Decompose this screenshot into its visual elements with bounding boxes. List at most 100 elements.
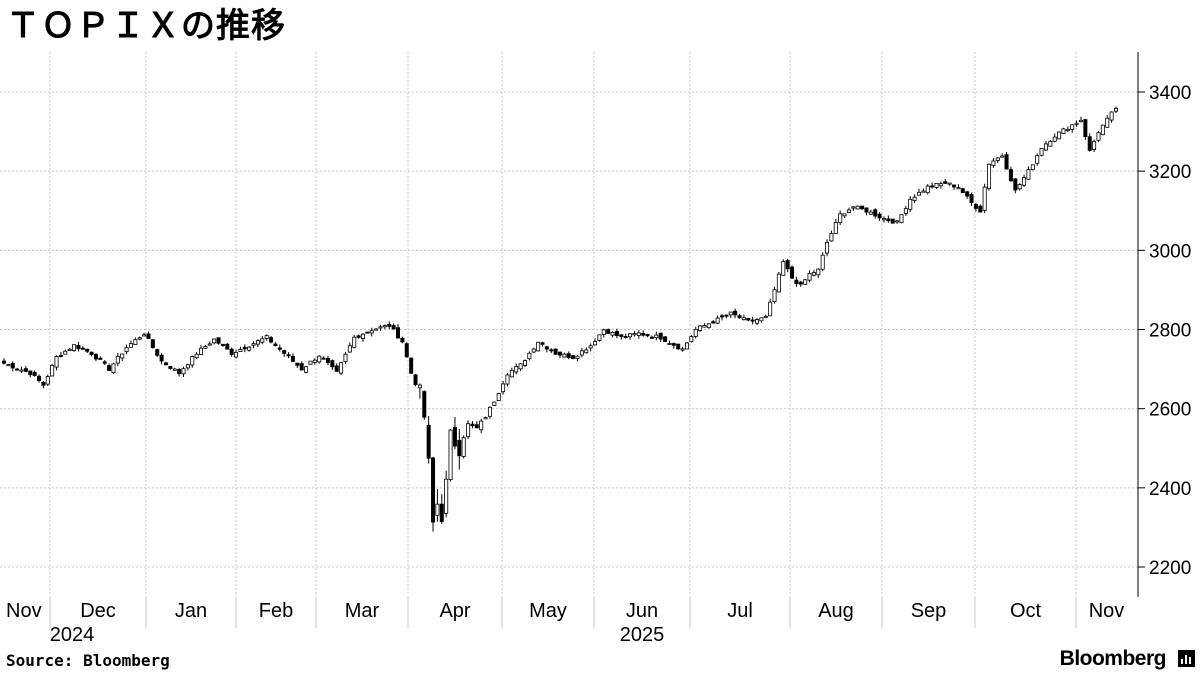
candle-body — [1022, 177, 1027, 186]
y-tick-label: 2800 — [1149, 321, 1191, 342]
candle-body — [619, 334, 624, 337]
candle-body — [1048, 140, 1053, 147]
candle-body — [146, 333, 151, 339]
candle-body — [260, 338, 265, 343]
candle-body — [855, 205, 860, 210]
candle-body — [457, 439, 462, 457]
candle-body — [912, 196, 917, 201]
candle-body — [50, 364, 55, 377]
candle-body — [142, 334, 147, 337]
candle-body — [680, 348, 685, 351]
candle-body — [947, 182, 952, 185]
candle-body — [943, 181, 948, 184]
candle-body — [413, 374, 418, 385]
candle-body — [216, 337, 221, 344]
candle-body — [1057, 131, 1062, 140]
candle-body — [347, 345, 352, 353]
candle-body — [374, 328, 379, 331]
candle-body — [903, 208, 908, 214]
candle-body — [978, 205, 983, 213]
candle-body — [829, 233, 834, 242]
candle-body — [448, 429, 453, 480]
candle-body — [965, 191, 970, 197]
candle-body — [658, 332, 663, 340]
candle-body — [614, 331, 619, 337]
candle-body — [220, 343, 225, 346]
candle-body — [803, 279, 808, 285]
candle-body — [10, 363, 15, 369]
candle-body — [6, 364, 11, 367]
candle-body — [168, 366, 173, 369]
candle-body — [343, 353, 348, 362]
candle-body — [636, 332, 641, 336]
candle-body — [820, 254, 825, 270]
candle-body — [115, 355, 120, 364]
candle-body — [1096, 132, 1101, 141]
x-tick-label: Aug — [818, 600, 854, 622]
candle-body — [369, 330, 374, 334]
candle-body — [80, 347, 85, 350]
candle-body — [102, 361, 107, 364]
candle-body — [873, 209, 878, 217]
candle-body — [304, 366, 309, 373]
candle-body — [1017, 184, 1022, 190]
candle-body — [212, 338, 217, 344]
candle-body — [1052, 136, 1057, 142]
candle-body — [242, 346, 247, 350]
candle-body — [1100, 124, 1105, 136]
candle-body — [396, 327, 401, 339]
candle-body — [925, 185, 930, 194]
candle-body — [877, 213, 882, 219]
candle-body — [286, 354, 291, 357]
candle-body — [921, 190, 926, 193]
y-axis: 2200 2400 2600 2800 3000 3200 3400 — [1137, 52, 1191, 597]
candle-body — [544, 346, 549, 350]
x-tick-label: Nov — [6, 600, 42, 622]
candle-body — [137, 337, 142, 340]
candle-body — [45, 376, 50, 385]
candle-body — [1039, 148, 1044, 156]
candle-body — [321, 357, 326, 360]
candle-body — [693, 328, 698, 337]
candle-body — [798, 281, 803, 285]
candle-body — [185, 364, 190, 369]
candle-body — [299, 363, 304, 371]
candle-body — [1074, 122, 1079, 125]
candle-body — [312, 359, 317, 363]
candle-body — [207, 343, 212, 346]
candle-body — [107, 365, 112, 371]
candle-body — [842, 213, 847, 217]
candle-body — [785, 260, 790, 270]
candle-body — [479, 420, 484, 431]
candle-body — [956, 187, 961, 190]
candle-body — [1070, 124, 1075, 130]
candle-body — [352, 336, 357, 348]
candle-body — [934, 183, 939, 188]
gridlines — [0, 52, 1138, 628]
candle-body — [654, 334, 659, 339]
candle-body — [952, 184, 957, 188]
candle-body — [895, 220, 900, 223]
candle-body — [426, 424, 431, 459]
candle-body — [702, 325, 707, 328]
candle-body — [864, 207, 869, 213]
candle-body — [400, 337, 405, 343]
candle-body — [76, 344, 81, 350]
candle-body — [860, 205, 865, 210]
candle-body — [987, 163, 992, 190]
candle-body — [41, 381, 46, 386]
candle-body — [1008, 169, 1013, 182]
candle-body — [194, 353, 199, 359]
candle-body — [1078, 119, 1083, 123]
candle-body — [435, 503, 440, 516]
candle-body — [247, 346, 252, 351]
candle-body — [973, 204, 978, 209]
candle-body — [487, 406, 492, 417]
candle-body — [838, 213, 843, 224]
candle-body — [916, 191, 921, 196]
candle-body — [1083, 119, 1088, 138]
candle-body — [58, 354, 63, 357]
candle-body — [93, 353, 98, 360]
candle-body — [1092, 141, 1097, 150]
